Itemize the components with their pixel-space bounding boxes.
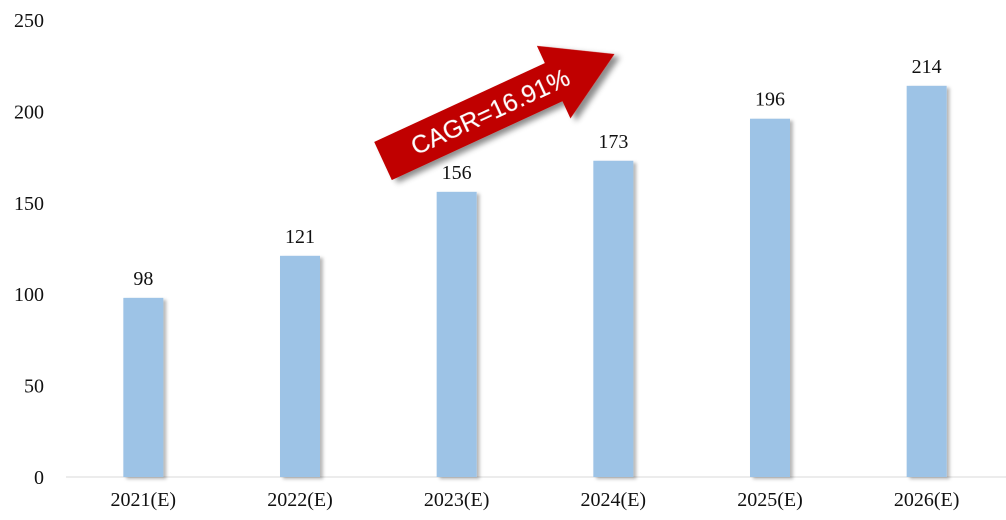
- cagr-arrow-shape: [374, 45, 615, 181]
- data-label: 156: [442, 162, 472, 184]
- data-label: 214: [912, 56, 942, 78]
- cagr-label: CAGR=16.91%: [407, 64, 575, 161]
- y-tick-label: 200: [14, 101, 44, 123]
- data-label: 173: [598, 131, 628, 153]
- y-tick-label: 0: [34, 467, 44, 489]
- bar: [750, 118, 790, 477]
- x-tick-label: 2026(E): [894, 489, 960, 511]
- bar: [906, 85, 947, 478]
- x-tick-label: 2023(E): [424, 489, 490, 511]
- x-tick-label: 2022(E): [267, 489, 333, 511]
- y-tick-label: 150: [14, 193, 44, 215]
- bar-series: [123, 85, 947, 478]
- x-tick-label: 2021(E): [111, 489, 177, 511]
- cagr-arrow: CAGR=16.91%: [374, 45, 615, 181]
- bar: [123, 297, 164, 477]
- x-axis-ticks: 2021(E) 2022(E) 2023(E) 2024(E) 2025(E) 2026(…: [111, 489, 960, 511]
- data-label: 121: [285, 226, 315, 248]
- y-tick-label: 50: [24, 376, 44, 398]
- x-tick-label: 2025(E): [737, 489, 803, 511]
- bar: [593, 160, 634, 478]
- data-label: 196: [755, 89, 785, 111]
- bar: [280, 255, 320, 477]
- y-tick-label: 250: [14, 10, 44, 32]
- data-labels: 98 121 156 173 196 214: [133, 56, 941, 290]
- bar: [436, 191, 477, 477]
- y-axis-ticks: 0 50 100 150 200 250: [14, 10, 44, 489]
- y-tick-label: 100: [14, 284, 44, 306]
- data-label: 98: [133, 268, 153, 290]
- x-tick-label: 2024(E): [581, 489, 647, 511]
